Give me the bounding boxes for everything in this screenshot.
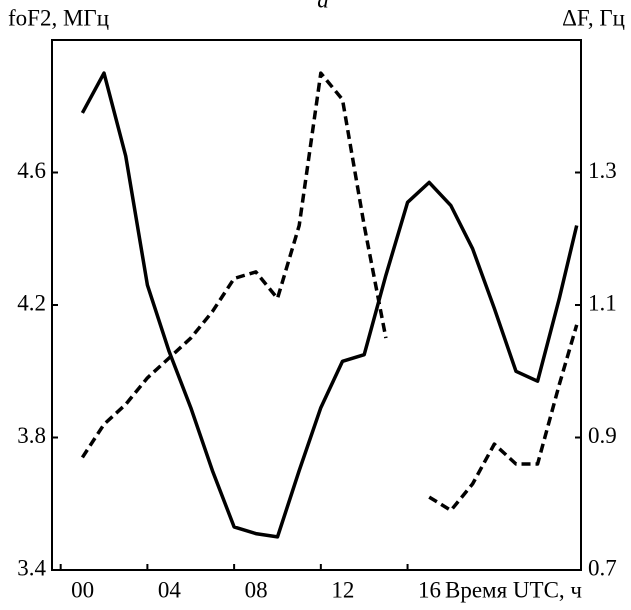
y-tick-label: 4.6 bbox=[17, 158, 46, 183]
y-tick-label: 3.4 bbox=[17, 555, 46, 580]
y2-tick-label: 1.1 bbox=[588, 290, 617, 315]
x-tick-label: 04 bbox=[158, 577, 182, 602]
y-tick-label: 4.2 bbox=[17, 290, 46, 315]
y-tick-label: 3.8 bbox=[17, 423, 46, 448]
x-tick-label: 16 bbox=[418, 577, 441, 602]
y2-tick-label: 0.9 bbox=[588, 423, 617, 448]
plot-frame bbox=[51, 39, 582, 571]
x-axis-label: Время UTC, ч bbox=[445, 577, 582, 602]
chart-title: а bbox=[317, 0, 329, 12]
y2-tick-label: 0.7 bbox=[588, 555, 617, 580]
y2-axis-label: ΔF, Гц bbox=[562, 5, 625, 30]
y-axis-label: foF2, МГц bbox=[8, 5, 109, 30]
x-tick-label: 08 bbox=[245, 577, 268, 602]
x-tick-label: 12 bbox=[331, 577, 354, 602]
series-line bbox=[80, 71, 579, 513]
y2-tick-label: 1.3 bbox=[588, 158, 617, 183]
x-tick-label: 00 bbox=[71, 577, 94, 602]
series-line bbox=[80, 71, 579, 539]
